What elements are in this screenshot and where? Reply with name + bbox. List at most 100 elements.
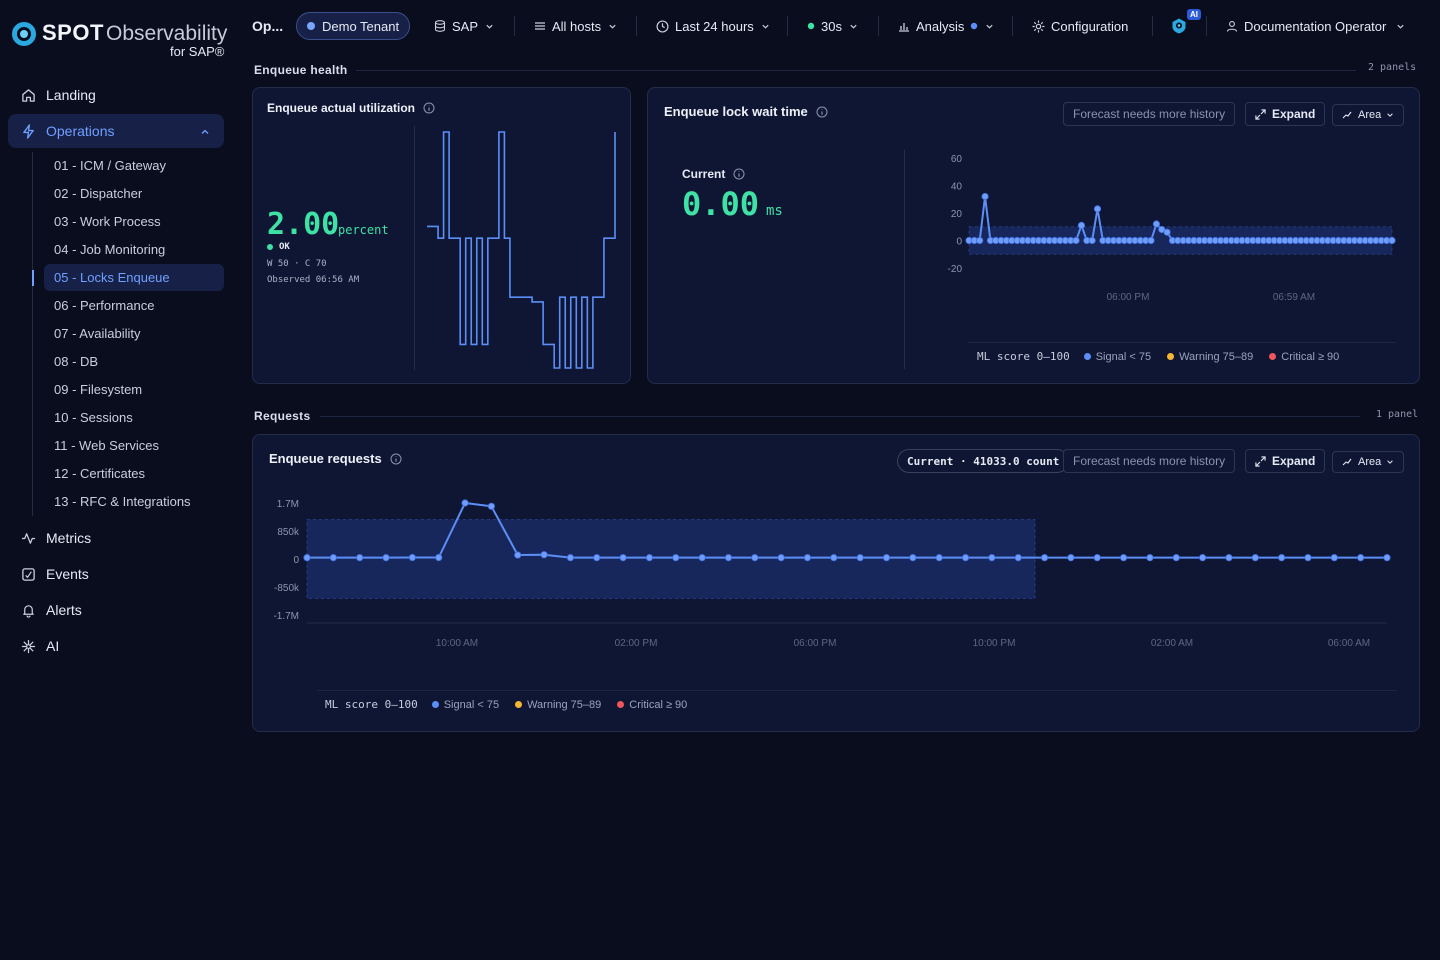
requests-data-point xyxy=(1251,554,1259,562)
requests-data-point xyxy=(356,554,364,562)
requests-data-point xyxy=(1199,554,1207,562)
analysis-menu[interactable]: Analysis xyxy=(898,12,994,40)
requests-data-point xyxy=(645,554,654,562)
requests-data-point xyxy=(1093,554,1101,562)
time-range-selector[interactable]: Last 24 hours xyxy=(656,12,770,40)
ml-score-legend: ML score 0–100 Signal < 75 Warning 75–89… xyxy=(977,350,1355,363)
brand-logo[interactable]: SPOT Observability for SAP® xyxy=(12,20,232,60)
lock-wait-y-tick: -20 xyxy=(948,264,963,275)
sidebar-subitem-performance[interactable]: 06 - Performance xyxy=(54,298,155,313)
info-icon[interactable] xyxy=(390,453,402,465)
sidebar-subitem-rfc-integrations[interactable]: 13 - RFC & Integrations xyxy=(54,494,191,509)
ai-assistant-button[interactable] xyxy=(1170,12,1188,40)
requests-data-point xyxy=(1119,554,1128,562)
expand-icon xyxy=(1255,455,1266,467)
expand-button[interactable]: Expand xyxy=(1245,449,1326,473)
sidebar-item-alerts[interactable]: Alerts xyxy=(8,593,224,627)
sidebar-item-label: Alerts xyxy=(46,602,82,618)
legend-critical-dot xyxy=(617,701,625,708)
section-divider xyxy=(356,70,1356,71)
sidebar-item-operations[interactable]: Operations xyxy=(8,114,224,148)
chart-mode-selector[interactable]: Area xyxy=(1332,104,1405,126)
expand-icon xyxy=(1255,108,1266,120)
requests-x-tick: 10:00 AM xyxy=(436,638,478,649)
trend-icon xyxy=(1342,110,1352,120)
user-menu[interactable]: Documentation Operator xyxy=(1226,12,1405,40)
sidebar-item-label: Events xyxy=(46,566,89,582)
sidebar-item-metrics[interactable]: Metrics xyxy=(8,521,224,555)
section-title-requests: Requests xyxy=(254,409,311,423)
tenant-selector[interactable]: Demo Tenant xyxy=(296,12,411,40)
sidebar-item-label: AI xyxy=(46,638,60,654)
configuration-button[interactable]: Configuration xyxy=(1032,12,1128,40)
divider xyxy=(1152,16,1153,36)
section-title-enqueue-health: Enqueue health xyxy=(254,63,348,77)
home-icon xyxy=(20,87,36,103)
sidebar-subitem-work-process[interactable]: 03 - Work Process xyxy=(54,214,161,229)
sidebar-subitem-db[interactable]: 08 - DB xyxy=(54,354,99,369)
requests-data-point xyxy=(408,553,416,562)
info-icon[interactable] xyxy=(733,168,745,180)
lock-wait-data-point xyxy=(1088,236,1096,245)
requests-data-point xyxy=(882,554,891,562)
pulse-icon xyxy=(20,530,36,546)
sidebar-subitem-certificates[interactable]: 12 - Certificates xyxy=(54,466,146,481)
forecast-status-button[interactable]: Forecast needs more history xyxy=(1063,102,1236,126)
legend-head: ML score 0–100 xyxy=(325,698,418,711)
requests-data-point xyxy=(461,499,469,507)
info-icon[interactable] xyxy=(423,102,435,114)
requests-y-tick: 850k xyxy=(277,527,300,538)
sidebar-item-ai[interactable]: AI xyxy=(8,629,224,663)
requests-data-point xyxy=(1357,554,1365,562)
requests-data-point xyxy=(329,554,337,562)
sidebar-item-events[interactable]: Events xyxy=(8,557,224,591)
legend-warning: Warning 75–89 xyxy=(1167,351,1253,363)
legend-warning-dot xyxy=(1167,353,1175,360)
sidebar-subitem-job-monitoring[interactable]: 04 - Job Monitoring xyxy=(54,242,166,257)
section-divider xyxy=(320,416,1360,417)
divider xyxy=(636,16,637,36)
requests-data-point xyxy=(382,554,390,562)
requests-x-tick: 06:00 AM xyxy=(1328,638,1370,649)
trend-icon xyxy=(1342,457,1352,467)
lock-wait-y-tick: 20 xyxy=(951,209,963,220)
configuration-label: Configuration xyxy=(1051,18,1129,34)
sidebar-item-landing[interactable]: Landing xyxy=(8,78,224,112)
sidebar-subitem-web-services[interactable]: 11 - Web Services xyxy=(54,438,160,453)
ai-assistant-icon xyxy=(1172,18,1186,34)
requests-data-point xyxy=(698,554,706,562)
sidebar: SPOT Observability for SAP® Landing Oper… xyxy=(0,0,236,960)
refresh-interval-label: 30s xyxy=(821,18,842,34)
lock-wait-x-tick: 06:00 PM xyxy=(1107,292,1150,303)
sidebar-subitem-sessions[interactable]: 10 - Sessions xyxy=(54,410,133,425)
sidebar-subitem-locks-enqueue[interactable]: 05 - Locks Enqueue xyxy=(44,264,224,291)
lock-wait-data-point xyxy=(1152,220,1161,228)
system-selector[interactable]: SAP xyxy=(434,12,494,40)
requests-data-point xyxy=(1172,554,1180,562)
lock-wait-data-point xyxy=(1093,205,1102,213)
legend-critical: Critical ≥ 90 xyxy=(617,699,687,711)
info-icon[interactable] xyxy=(816,106,828,118)
top-bar: Op... Demo Tenant SAP All hosts Last 24 … xyxy=(236,0,1440,52)
requests-data-point xyxy=(1225,554,1233,562)
sidebar-subitem-icm-gateway[interactable]: 01 - ICM / Gateway xyxy=(54,158,166,173)
lock-wait-chart: 60 40 20 0 -20 06:00 PM 06:59 AM xyxy=(948,154,1396,303)
chart-mode-selector[interactable]: Area xyxy=(1332,451,1405,473)
legend-warning: Warning 75–89 xyxy=(515,699,601,711)
sidebar-subitem-dispatcher[interactable]: 02 - Dispatcher xyxy=(54,186,143,201)
requests-data-point xyxy=(961,554,970,562)
refresh-interval-selector[interactable]: 30s xyxy=(807,12,858,40)
requests-data-point xyxy=(619,554,627,562)
legend-warning-label: Warning 75–89 xyxy=(527,698,602,711)
expand-button[interactable]: Expand xyxy=(1245,102,1326,126)
hosts-selector[interactable]: All hosts xyxy=(534,12,617,40)
current-value-badge: Current · 41033.0 count xyxy=(897,449,1070,473)
requests-data-point xyxy=(1067,554,1075,562)
sidebar-subitem-filesystem[interactable]: 09 - Filesystem xyxy=(54,382,143,397)
bolt-icon xyxy=(20,123,36,139)
sidebar-subitem-availability[interactable]: 07 - Availability xyxy=(54,326,141,341)
spot-logo-icon xyxy=(12,22,36,46)
requests-data-point xyxy=(1040,554,1049,562)
forecast-status-button[interactable]: Forecast needs more history xyxy=(1063,449,1236,473)
panel-title: Enqueue requests xyxy=(269,451,402,466)
